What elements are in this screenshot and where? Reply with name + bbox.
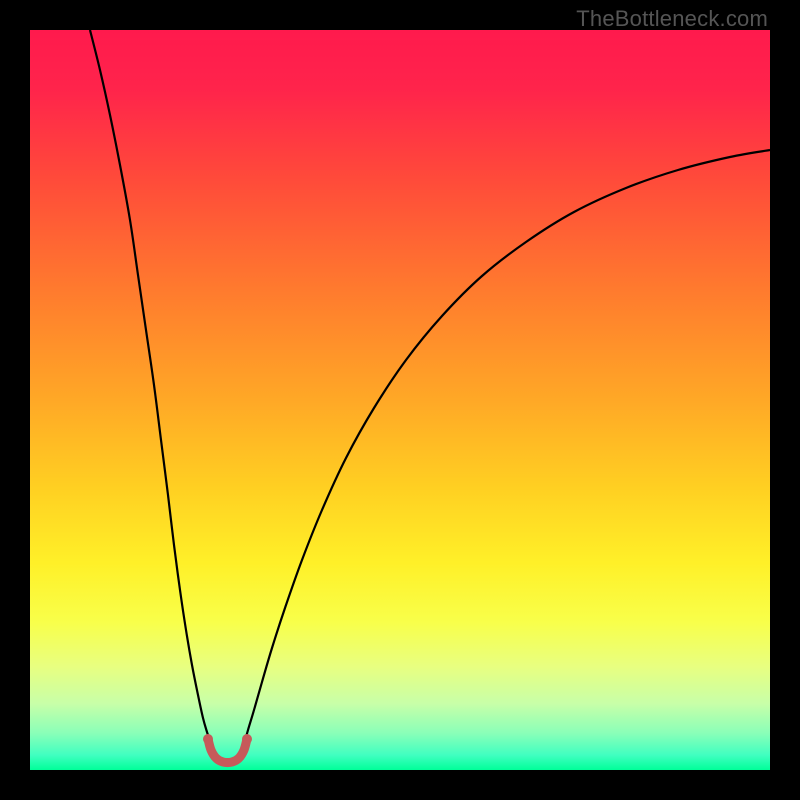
- plot-area: [30, 30, 770, 770]
- optimal-range-dot-left: [203, 734, 213, 744]
- bottleneck-curve-right: [245, 150, 770, 741]
- watermark-text: TheBottleneck.com: [576, 6, 768, 32]
- curves-layer: [30, 30, 770, 770]
- optimal-range-dot-right: [242, 734, 252, 744]
- optimal-range-mark: [208, 739, 247, 763]
- bottleneck-curve-left: [90, 30, 210, 741]
